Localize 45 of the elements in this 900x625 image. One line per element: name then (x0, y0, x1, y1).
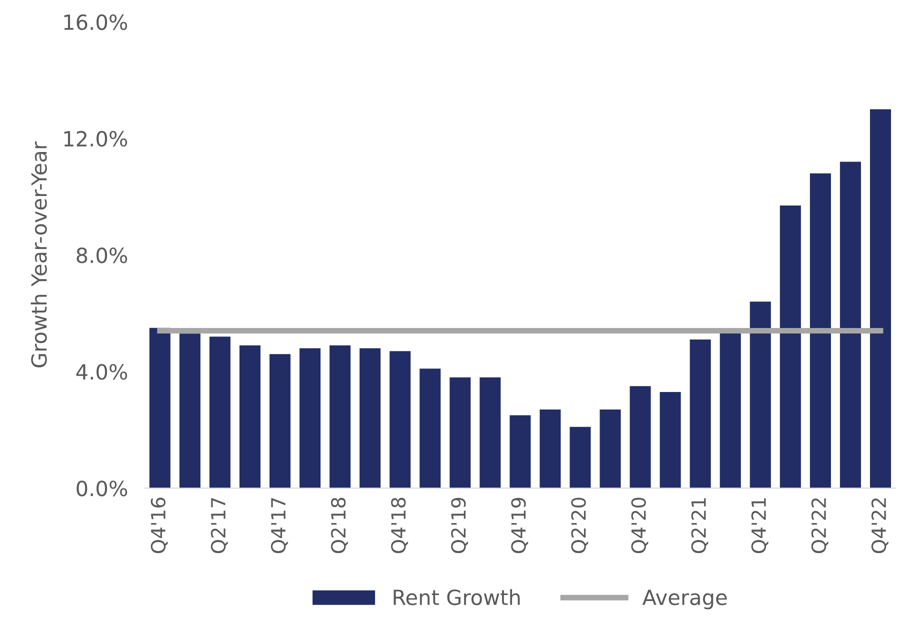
bar (480, 377, 501, 488)
bar (690, 340, 711, 488)
bar (450, 377, 471, 488)
bar (630, 386, 651, 488)
bar (780, 205, 801, 488)
bar (330, 345, 351, 488)
bar (870, 109, 891, 488)
x-tick-label: Q4'22 (871, 498, 888, 554)
x-tick-label: Q2'18 (330, 498, 348, 554)
y-tick-label: 4.0% (76, 364, 128, 380)
bar (390, 351, 411, 488)
x-tick-label: Q4'19 (511, 498, 528, 554)
y-tick-label: 0.0% (76, 480, 128, 496)
bar (540, 409, 561, 488)
x-tick-label: Q4'17 (270, 498, 288, 554)
x-tick-label: Q4'20 (631, 498, 648, 554)
bar (660, 392, 681, 488)
x-tick-label: Q2'21 (691, 498, 708, 554)
x-tick-label: Q4'18 (391, 498, 408, 554)
bar (570, 426, 591, 488)
x-tick-label: Q2'20 (571, 498, 588, 554)
bar (270, 354, 291, 488)
bar (810, 173, 831, 488)
y-tick-label: 12.0% (64, 130, 128, 147)
x-tick-label: Q2'17 (210, 498, 228, 554)
x-tick-label: Q4'21 (751, 498, 768, 554)
bar (360, 348, 381, 488)
bar (300, 348, 321, 488)
y-axis-title: Growth Year-over-Year (30, 141, 47, 368)
bar (420, 368, 441, 488)
bar (510, 415, 531, 488)
bar (209, 336, 230, 488)
x-tick-label: Q2'22 (811, 498, 828, 554)
bar (149, 328, 170, 488)
x-tick-label: Q4'16 (150, 498, 168, 554)
bar (179, 334, 200, 488)
legend-label: Rent Growth (394, 589, 520, 606)
bar (840, 162, 861, 488)
legend-label: Average (642, 590, 727, 610)
x-tick-label: Q2'19 (451, 498, 468, 554)
bar (239, 345, 260, 488)
bar (750, 302, 771, 488)
y-tick-label: 16.0% (64, 14, 128, 30)
y-tick-label: 8.0% (76, 247, 128, 264)
bar (600, 409, 621, 488)
